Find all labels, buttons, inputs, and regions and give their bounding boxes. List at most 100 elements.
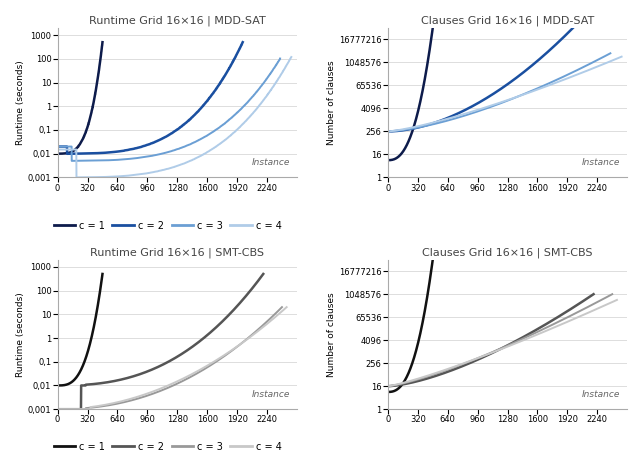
Line: c = 3: c = 3 xyxy=(58,307,282,409)
c = 4 xyxy=(59,147,67,153)
c = 3 xyxy=(258,82,266,88)
c = 1 xyxy=(73,374,81,380)
Line: c = 1: c = 1 xyxy=(58,274,102,385)
Text: Instance: Instance xyxy=(252,390,290,399)
c = 4 xyxy=(72,174,80,180)
c = 4 xyxy=(384,384,392,389)
c = 2 xyxy=(236,300,244,306)
c = 1 xyxy=(417,328,425,333)
Line: c = 2: c = 2 xyxy=(58,42,243,154)
c = 4 xyxy=(570,316,577,322)
c = 3 xyxy=(60,406,68,412)
Text: Instance: Instance xyxy=(252,158,290,167)
c = 2 xyxy=(198,336,206,342)
c = 2 xyxy=(589,292,597,297)
Y-axis label: Runtime (seconds): Runtime (seconds) xyxy=(16,292,25,377)
Title: Runtime Grid 16×16 | SMT-CBS: Runtime Grid 16×16 | SMT-CBS xyxy=(90,247,264,258)
c = 2 xyxy=(432,373,440,379)
Text: Instance: Instance xyxy=(582,390,620,399)
Text: Instance: Instance xyxy=(582,158,620,167)
c = 1 xyxy=(54,383,61,388)
c = 1 xyxy=(73,145,81,151)
c = 4 xyxy=(593,64,600,70)
c = 4 xyxy=(447,365,454,371)
c = 3 xyxy=(141,154,149,160)
c = 3 xyxy=(458,113,466,119)
c = 3 xyxy=(409,378,417,384)
c = 1 xyxy=(412,351,419,357)
c = 1 xyxy=(81,131,89,137)
c = 1 xyxy=(417,96,425,102)
c = 1 xyxy=(384,157,392,163)
c = 1 xyxy=(403,142,411,148)
c = 4 xyxy=(99,402,107,408)
c = 4 xyxy=(618,54,625,60)
c = 2 xyxy=(239,40,246,45)
c = 1 xyxy=(68,379,76,385)
c = 3 xyxy=(486,351,493,356)
Title: Clauses Grid 16×16 | MDD-SAT: Clauses Grid 16×16 | MDD-SAT xyxy=(421,16,594,26)
c = 4 xyxy=(574,72,582,77)
c = 2 xyxy=(101,380,109,385)
c = 3 xyxy=(128,156,136,161)
c = 4 xyxy=(244,116,252,121)
c = 3 xyxy=(87,158,95,163)
c = 1 xyxy=(79,136,86,142)
c = 4 xyxy=(613,297,621,303)
c = 1 xyxy=(398,382,406,388)
c = 1 xyxy=(425,53,433,59)
c = 2 xyxy=(559,36,566,41)
c = 4 xyxy=(54,406,61,412)
Y-axis label: Runtime (seconds): Runtime (seconds) xyxy=(16,60,25,145)
c = 2 xyxy=(589,292,597,297)
c = 4 xyxy=(584,67,591,73)
c = 2 xyxy=(259,272,267,278)
c = 3 xyxy=(574,309,582,315)
c = 1 xyxy=(99,271,106,277)
Line: c = 3: c = 3 xyxy=(58,59,280,161)
c = 4 xyxy=(253,105,261,111)
c = 1 xyxy=(429,257,436,262)
c = 4 xyxy=(590,307,598,313)
Y-axis label: Number of clauses: Number of clauses xyxy=(327,60,336,145)
c = 3 xyxy=(244,336,252,341)
c = 1 xyxy=(54,151,61,157)
c = 3 xyxy=(214,126,221,132)
Line: c = 4: c = 4 xyxy=(388,300,617,386)
c = 3 xyxy=(156,388,163,394)
c = 3 xyxy=(401,380,409,385)
c = 1 xyxy=(57,151,65,157)
c = 3 xyxy=(415,377,422,382)
c = 2 xyxy=(150,140,158,145)
Line: c = 3: c = 3 xyxy=(388,294,612,386)
c = 4 xyxy=(384,129,392,134)
c = 3 xyxy=(544,81,552,86)
c = 2 xyxy=(566,306,574,312)
c = 2 xyxy=(514,338,522,343)
c = 1 xyxy=(398,150,406,156)
c = 3 xyxy=(607,51,614,56)
c = 3 xyxy=(471,109,479,115)
c = 3 xyxy=(588,60,596,66)
c = 1 xyxy=(384,389,392,395)
c = 3 xyxy=(84,405,92,411)
Line: c = 2: c = 2 xyxy=(388,294,593,386)
c = 3 xyxy=(390,383,398,388)
Line: c = 1: c = 1 xyxy=(58,42,102,154)
c = 2 xyxy=(386,129,394,134)
c = 1 xyxy=(412,120,419,125)
c = 3 xyxy=(417,124,425,130)
c = 2 xyxy=(384,129,392,134)
c = 4 xyxy=(90,404,98,409)
c = 3 xyxy=(384,384,392,389)
c = 1 xyxy=(81,358,89,363)
c = 1 xyxy=(95,70,102,76)
c = 4 xyxy=(420,374,428,379)
c = 4 xyxy=(184,159,192,165)
c = 3 xyxy=(68,158,76,164)
c = 2 xyxy=(259,271,267,277)
Y-axis label: Number of clauses: Number of clauses xyxy=(327,292,336,377)
c = 2 xyxy=(545,48,552,54)
c = 2 xyxy=(228,60,236,66)
Legend: c = 1, c = 2, c = 3, c = 4: c = 1, c = 2, c = 3, c = 4 xyxy=(50,217,285,235)
